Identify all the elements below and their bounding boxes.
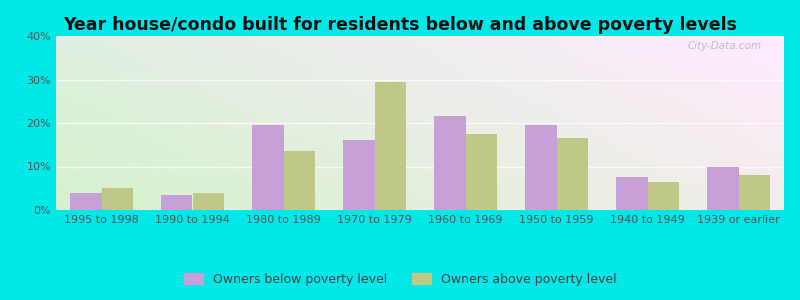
Bar: [193, 193, 224, 210]
Text: City-Data.com: City-Data.com: [688, 41, 762, 51]
Bar: [616, 177, 647, 210]
Bar: [525, 125, 557, 210]
Legend: Owners below poverty level, Owners above poverty level: Owners below poverty level, Owners above…: [179, 268, 621, 291]
Bar: [434, 116, 466, 210]
Bar: [374, 82, 406, 210]
Bar: [102, 188, 134, 210]
Bar: [342, 140, 374, 210]
Text: Year house/condo built for residents below and above poverty levels: Year house/condo built for residents bel…: [63, 16, 737, 34]
Bar: [283, 151, 315, 210]
Bar: [706, 167, 738, 210]
Bar: [466, 134, 498, 210]
Bar: [70, 193, 102, 210]
Bar: [161, 195, 193, 210]
Bar: [647, 182, 679, 210]
Bar: [738, 175, 770, 210]
Bar: [557, 138, 588, 210]
Bar: [252, 125, 283, 210]
